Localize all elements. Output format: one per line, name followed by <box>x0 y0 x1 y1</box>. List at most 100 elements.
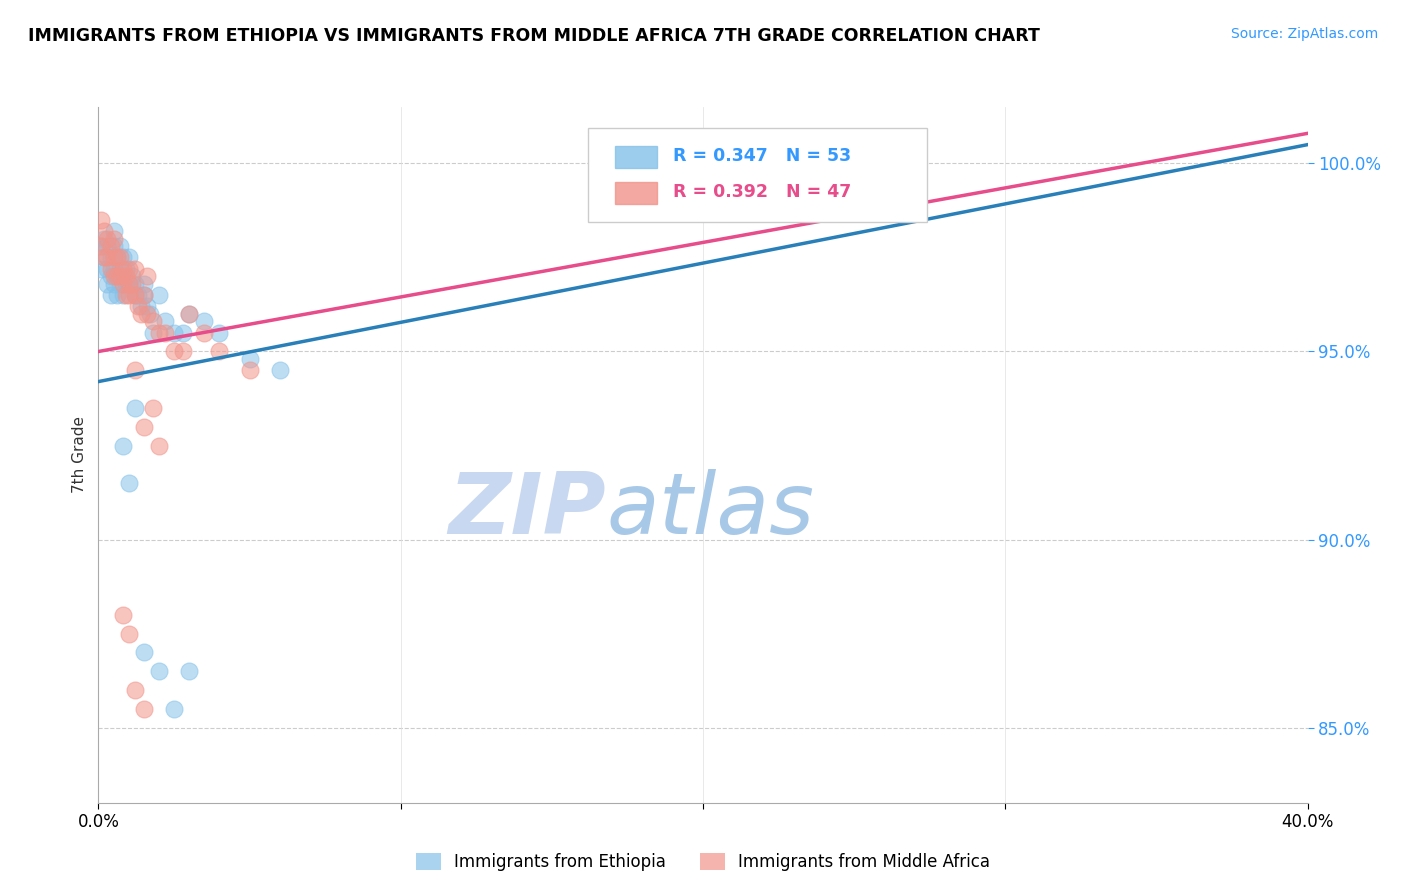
Point <box>108 261 131 276</box>
Y-axis label: 7th Grade: 7th Grade <box>72 417 87 493</box>
Point <box>129 299 152 313</box>
Point <box>111 261 134 276</box>
Point <box>103 261 125 276</box>
Point <box>114 269 136 284</box>
Point <box>103 269 125 284</box>
Point <box>172 344 194 359</box>
Text: atlas: atlas <box>606 469 814 552</box>
Point <box>163 326 186 340</box>
Point <box>153 326 176 340</box>
Point <box>100 269 122 284</box>
Point <box>172 326 194 340</box>
Point <box>96 251 118 265</box>
Point <box>96 277 118 291</box>
Point <box>127 288 149 302</box>
Point <box>114 261 136 276</box>
Point <box>100 288 122 302</box>
Point <box>132 288 155 302</box>
Point <box>118 277 141 291</box>
Point <box>103 232 125 246</box>
Point <box>111 277 134 291</box>
Point <box>114 277 136 291</box>
Point <box>148 438 170 452</box>
Text: Source: ZipAtlas.com: Source: ZipAtlas.com <box>1230 27 1378 41</box>
Point <box>121 277 143 291</box>
Point <box>239 351 262 366</box>
Point <box>124 277 146 291</box>
Point <box>118 288 141 302</box>
Point <box>148 664 170 678</box>
Point <box>93 251 115 265</box>
Point <box>142 326 165 340</box>
Point <box>153 314 176 328</box>
Point <box>90 239 112 253</box>
Point <box>100 251 122 265</box>
Point <box>163 702 186 716</box>
Point <box>90 239 112 253</box>
Point <box>93 232 115 246</box>
Point <box>129 307 152 321</box>
Point <box>96 239 118 253</box>
Text: IMMIGRANTS FROM ETHIOPIA VS IMMIGRANTS FROM MIDDLE AFRICA 7TH GRADE CORRELATION : IMMIGRANTS FROM ETHIOPIA VS IMMIGRANTS F… <box>28 27 1040 45</box>
Point <box>132 645 155 659</box>
Point <box>127 299 149 313</box>
Point <box>118 626 141 640</box>
Point <box>90 261 112 276</box>
Point <box>132 702 155 716</box>
Point <box>177 664 201 678</box>
Point <box>103 224 125 238</box>
Point <box>105 269 128 284</box>
Point <box>96 261 118 276</box>
Point <box>105 251 128 265</box>
Point <box>124 683 146 698</box>
Point <box>124 288 146 302</box>
Point <box>90 212 112 227</box>
Point <box>103 277 125 291</box>
Point <box>105 288 128 302</box>
Point <box>118 277 141 291</box>
Point <box>177 307 201 321</box>
Bar <box>614 182 657 204</box>
Point <box>124 401 146 415</box>
Point <box>93 251 115 265</box>
Point <box>108 269 131 284</box>
Point <box>103 239 125 253</box>
Point <box>142 314 165 328</box>
Point <box>193 326 215 340</box>
Text: R = 0.392   N = 47: R = 0.392 N = 47 <box>672 183 851 201</box>
Point <box>139 307 162 321</box>
Point <box>103 251 125 265</box>
Point <box>108 277 131 291</box>
Point <box>239 363 262 377</box>
Point <box>111 607 134 622</box>
Point <box>132 288 155 302</box>
Point <box>108 251 131 265</box>
Point <box>105 269 128 284</box>
Point <box>111 288 134 302</box>
Point <box>111 269 134 284</box>
Point <box>121 269 143 284</box>
Point <box>208 344 231 359</box>
Point <box>108 239 131 253</box>
Point <box>124 261 146 276</box>
Point <box>111 251 134 265</box>
Point <box>93 224 115 238</box>
Point <box>132 419 155 434</box>
Point <box>100 261 122 276</box>
Point <box>177 307 201 321</box>
Point <box>135 307 157 321</box>
Point <box>118 251 141 265</box>
Text: R = 0.347   N = 53: R = 0.347 N = 53 <box>672 147 851 165</box>
Point <box>135 269 157 284</box>
Point <box>132 277 155 291</box>
Point <box>100 239 122 253</box>
Point <box>118 476 141 491</box>
Point <box>208 326 231 340</box>
Point <box>114 288 136 302</box>
Point <box>163 344 186 359</box>
Point <box>124 363 146 377</box>
Point <box>105 251 128 265</box>
Point <box>118 261 141 276</box>
Point <box>142 401 165 415</box>
Point <box>135 299 157 313</box>
